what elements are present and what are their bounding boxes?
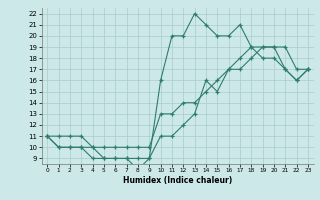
X-axis label: Humidex (Indice chaleur): Humidex (Indice chaleur) — [123, 176, 232, 185]
